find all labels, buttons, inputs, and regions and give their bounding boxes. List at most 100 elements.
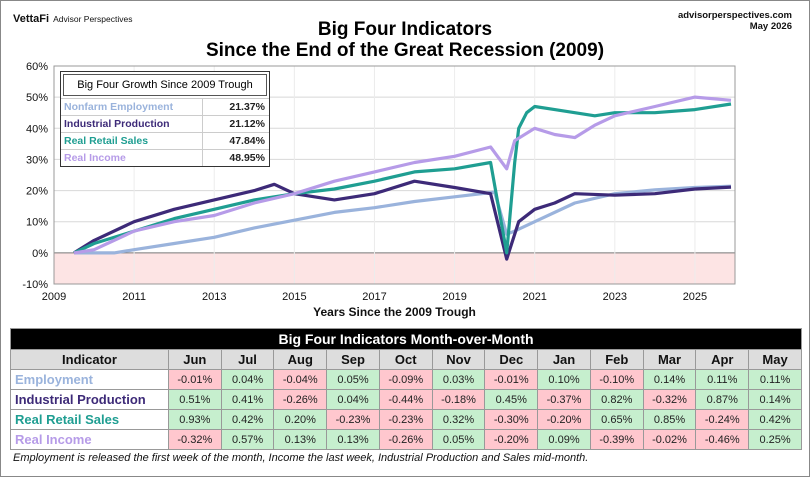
table-title: Big Four Indicators Month-over-Month	[10, 328, 802, 350]
mom-cell: 0.41%	[220, 389, 275, 410]
footnote: Employment is released the first week of…	[13, 452, 589, 464]
y-tick-label: 50%	[26, 92, 48, 104]
mom-cell: 0.11%	[695, 369, 750, 390]
mom-cell: 0.10%	[537, 369, 591, 390]
month-header: May	[748, 349, 802, 370]
mom-cell: -0.30%	[484, 409, 539, 430]
indicator-name: Employment	[10, 369, 169, 390]
month-header: Apr	[695, 349, 750, 370]
mom-cell: -0.26%	[378, 429, 433, 450]
y-tick-label: 0%	[32, 248, 48, 260]
mom-cell: 0.25%	[748, 429, 802, 450]
mom-cell: -0.23%	[326, 409, 380, 430]
mom-cell: -0.20%	[484, 429, 539, 450]
month-header: Jan	[537, 349, 591, 370]
mom-table: Big Four Indicators Month-over-Month Ind…	[10, 328, 802, 450]
mom-cell: -0.01%	[484, 369, 539, 390]
table-row: Industrial Production 0.51% 0.41% -0.26% 0.0…	[10, 389, 802, 410]
mom-cell: 0.04%	[326, 389, 380, 410]
x-axis-label: Years Since the 2009 Trough	[313, 305, 476, 319]
mom-cell: 0.45%	[484, 389, 539, 410]
mom-cell: -0.18%	[431, 389, 486, 410]
mom-cell: 0.93%	[167, 409, 222, 430]
table-row: Real Income -0.32% 0.57% 0.13% 0.13% -0.26% 0.…	[10, 429, 802, 450]
x-tick-label: 2009	[42, 291, 66, 303]
mom-cell: -0.01%	[167, 369, 222, 390]
mom-cell: 0.42%	[220, 409, 275, 430]
line-chart: -10% 0% 10% 20% 30% 40% 50% 60% 2009 2011 2013 2015…	[22, 61, 736, 319]
indicator-name: Real Retail Sales	[10, 409, 169, 430]
mom-cell: 0.14%	[748, 389, 802, 410]
legend-item-employment: Nonfarm Employment 21.37%	[61, 98, 269, 115]
x-tick-label: 2013	[202, 291, 226, 303]
y-tick-label: 10%	[26, 217, 48, 229]
legend-name: Real Retail Sales	[64, 135, 149, 147]
mom-cell: 0.13%	[273, 429, 328, 450]
legend-name: Real Income	[64, 152, 126, 164]
month-header: Dec	[484, 349, 539, 370]
month-header: Oct	[378, 349, 433, 370]
y-tick-label: 40%	[26, 123, 48, 135]
indicator-name: Real Income	[10, 429, 169, 450]
legend-item-retail: Real Retail Sales 47.84%	[61, 132, 269, 149]
mom-cell: 0.65%	[589, 409, 644, 430]
month-header: Nov	[431, 349, 486, 370]
growth-legend: Big Four Growth Since 2009 Trough Nonfar…	[60, 71, 270, 167]
mom-cell: 0.85%	[642, 409, 697, 430]
month-header: Feb	[589, 349, 644, 370]
mom-cell: -0.44%	[378, 389, 433, 410]
legend-name: Nonfarm Employment	[64, 101, 174, 113]
x-tick-label: 2015	[282, 291, 306, 303]
table-header-row: Indicator Jun Jul Aug Sep Oct Nov Dec Jan Feb Mar…	[10, 349, 802, 370]
month-header: Aug	[273, 349, 328, 370]
mom-cell: -0.37%	[537, 389, 591, 410]
legend-title: Big Four Growth Since 2009 Trough	[63, 74, 267, 96]
mom-cell: -0.24%	[695, 409, 750, 430]
mom-cell: -0.46%	[695, 429, 750, 450]
legend-value: 21.12%	[202, 116, 269, 132]
mom-cell: 0.51%	[167, 389, 222, 410]
mom-cell: 0.14%	[642, 369, 697, 390]
mom-cell: 0.11%	[748, 369, 802, 390]
x-tick-label: 2019	[442, 291, 466, 303]
legend-value: 21.37%	[202, 99, 269, 115]
x-tick-label: 2025	[683, 291, 707, 303]
mom-cell: 0.03%	[431, 369, 486, 390]
y-tick-label: 30%	[26, 154, 48, 166]
report-date: May 2026	[749, 21, 792, 32]
x-tick-label: 2023	[603, 291, 627, 303]
x-tick-label: 2011	[122, 291, 146, 303]
mom-cell: 0.20%	[273, 409, 328, 430]
x-tick-label: 2017	[362, 291, 386, 303]
mom-cell: -0.10%	[589, 369, 644, 390]
x-tick-label: 2021	[522, 291, 546, 303]
month-header: Jun	[167, 349, 222, 370]
mom-cell: -0.04%	[273, 369, 328, 390]
mom-cell: 0.05%	[431, 429, 486, 450]
legend-value: 47.84%	[202, 133, 269, 149]
mom-cell: 0.13%	[326, 429, 380, 450]
month-header: Sep	[326, 349, 380, 370]
vettafi-logo: VettaFi Advisor Perspectives	[13, 13, 133, 25]
chart-title: Big Four Indicators Since the End of the…	[205, 19, 605, 61]
plot-border	[53, 65, 736, 285]
mom-cell: 0.57%	[220, 429, 275, 450]
mom-cell: -0.26%	[273, 389, 328, 410]
month-header: Mar	[642, 349, 697, 370]
mom-cell: 0.87%	[695, 389, 750, 410]
site-url: advisorperspectives.com	[677, 10, 792, 21]
site-label: advisorperspectives.com May 2026	[678, 10, 792, 32]
y-tick-label: -10%	[22, 279, 48, 291]
y-tick-label: 20%	[26, 186, 48, 198]
legend-item-industrial: Industrial Production 21.12%	[61, 115, 269, 132]
mom-cell: 0.04%	[220, 369, 275, 390]
mom-cell: -0.20%	[537, 409, 591, 430]
mom-cell: -0.39%	[589, 429, 644, 450]
mom-cell: -0.02%	[642, 429, 697, 450]
negative-zone	[54, 252, 735, 284]
mom-cell: 0.32%	[431, 409, 486, 430]
series-line-income	[73, 95, 732, 255]
legend-item-income: Real Income 48.95%	[61, 149, 269, 166]
mom-cell: 0.42%	[748, 409, 802, 430]
series-line-industrial	[73, 179, 732, 261]
